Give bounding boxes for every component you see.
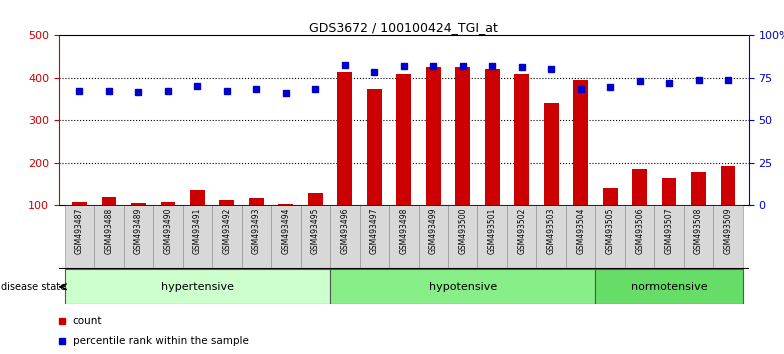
Text: GSM493494: GSM493494 [281, 208, 290, 255]
Bar [426, 67, 441, 248]
Bar [397, 74, 411, 248]
Bar [65, 205, 94, 269]
Bar [124, 205, 153, 269]
Bar [241, 205, 271, 269]
Text: GSM493503: GSM493503 [546, 208, 556, 255]
Bar [566, 205, 595, 269]
Bar [161, 202, 176, 248]
Text: percentile rank within the sample: percentile rank within the sample [73, 336, 249, 346]
Bar [485, 69, 499, 248]
Text: GSM493488: GSM493488 [104, 208, 114, 254]
Bar [603, 188, 618, 248]
Bar [300, 205, 330, 269]
Text: GSM493496: GSM493496 [340, 208, 350, 255]
Bar [278, 204, 293, 248]
Bar [249, 198, 263, 248]
Bar [153, 205, 183, 269]
Bar [514, 74, 529, 248]
Bar [212, 205, 241, 269]
Bar [94, 205, 124, 269]
Bar [691, 172, 706, 248]
Title: GDS3672 / 100100424_TGI_at: GDS3672 / 100100424_TGI_at [310, 21, 498, 34]
Bar [102, 197, 116, 248]
Bar [477, 205, 507, 269]
Text: GSM493502: GSM493502 [517, 208, 526, 254]
Text: GSM493487: GSM493487 [75, 208, 84, 254]
Bar [684, 205, 713, 269]
Bar [337, 72, 352, 248]
Bar [330, 205, 360, 269]
Text: GSM493498: GSM493498 [399, 208, 408, 254]
Text: GSM493501: GSM493501 [488, 208, 497, 254]
Bar [507, 205, 536, 269]
Bar [625, 205, 655, 269]
Bar [632, 169, 647, 248]
Bar [713, 205, 742, 269]
Bar [360, 205, 389, 269]
Bar [662, 178, 677, 248]
Bar [65, 269, 330, 304]
Bar [655, 205, 684, 269]
Text: GSM493493: GSM493493 [252, 208, 261, 255]
Text: GSM493504: GSM493504 [576, 208, 585, 255]
Text: GSM493500: GSM493500 [458, 208, 467, 255]
Bar [389, 205, 419, 269]
Bar [190, 190, 205, 248]
Bar [573, 80, 588, 248]
Text: GSM493509: GSM493509 [724, 208, 732, 255]
Text: GSM493506: GSM493506 [635, 208, 644, 255]
Bar [271, 205, 300, 269]
Bar [72, 202, 87, 248]
Text: GSM493495: GSM493495 [310, 208, 320, 255]
Text: GSM493497: GSM493497 [370, 208, 379, 255]
Bar [448, 205, 477, 269]
Bar [536, 205, 566, 269]
Bar [456, 67, 470, 248]
Text: GSM493505: GSM493505 [606, 208, 615, 255]
Bar [595, 205, 625, 269]
Bar [330, 269, 595, 304]
Text: GSM493492: GSM493492 [223, 208, 231, 254]
Text: GSM493491: GSM493491 [193, 208, 201, 254]
Bar [720, 166, 735, 248]
Bar [367, 88, 382, 248]
Text: hypotensive: hypotensive [429, 282, 497, 292]
Text: normotensive: normotensive [631, 282, 707, 292]
Bar [419, 205, 448, 269]
Text: GSM493499: GSM493499 [429, 208, 437, 255]
Bar [183, 205, 212, 269]
Text: GSM493508: GSM493508 [694, 208, 703, 254]
Bar [308, 193, 323, 248]
Bar [544, 103, 558, 248]
Bar [595, 269, 742, 304]
Bar [220, 200, 234, 248]
Text: GSM493489: GSM493489 [134, 208, 143, 254]
Text: count: count [73, 316, 102, 326]
Text: GSM493507: GSM493507 [665, 208, 673, 255]
Bar [131, 203, 146, 248]
Text: disease state: disease state [1, 282, 66, 292]
Text: GSM493490: GSM493490 [163, 208, 172, 255]
Text: hypertensive: hypertensive [161, 282, 234, 292]
